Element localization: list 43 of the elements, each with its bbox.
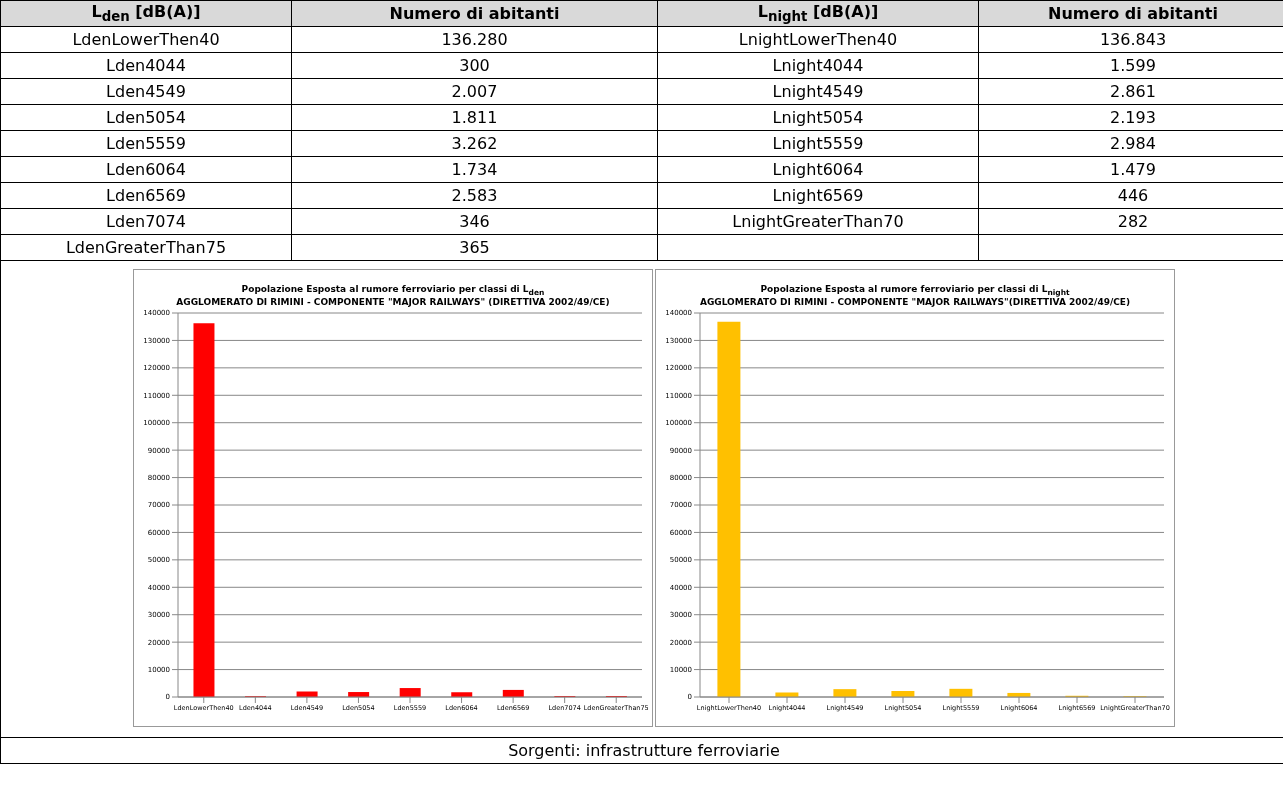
- text: 2.583: [291, 182, 658, 209]
- text: LdenLowerThen40: [0, 26, 292, 53]
- text: 1.734: [291, 156, 658, 183]
- text: Lnight4044: [657, 52, 979, 79]
- text: Numero di abitanti: [978, 0, 1283, 27]
- text: Sorgenti: infrastrutture ferroviarie: [0, 737, 1283, 764]
- text: L$_{den}$ [dB(A)]: [0, 0, 292, 27]
- text: Lden6569: [0, 182, 292, 209]
- text: LnightGreaterThan70: [657, 208, 979, 235]
- text: Lden7074: [0, 208, 292, 235]
- text: Lden6064: [0, 156, 292, 183]
- text: Lnight6569: [657, 182, 979, 209]
- text: 1.599: [978, 52, 1283, 79]
- text: 346: [291, 208, 658, 235]
- text: Lnight4549: [657, 78, 979, 105]
- text: 1.479: [978, 156, 1283, 183]
- text: 2.984: [978, 130, 1283, 157]
- chart-title: Popolazione Esposta al rumore ferroviario per classi di L$_{night}$: [759, 284, 1071, 297]
- text: 2.193: [978, 104, 1283, 131]
- text: 2.861: [978, 78, 1283, 105]
- text: Lden5054: [0, 104, 292, 131]
- text: Lnight5054: [657, 104, 979, 131]
- chart-subtitle: AGGLOMERATO DI RIMINI - COMPONENTE "MAJOR RAILWAYS"(DIRETTIVA 2002/49/CE): [698, 296, 1132, 307]
- text: 282: [978, 208, 1283, 235]
- text: Lnight6064: [657, 156, 979, 183]
- text: 446: [978, 182, 1283, 209]
- text: 136.843: [978, 26, 1283, 53]
- text: Lnight5559: [657, 130, 979, 157]
- chart-subtitle: AGGLOMERATO DI RIMINI - COMPONENTE "MAJOR RAILWAYS" (DIRETTIVA 2002/49/CE): [175, 296, 611, 307]
- text: Lden4549: [0, 78, 292, 105]
- text: 1.811: [291, 104, 658, 131]
- text: L$_{night}$ [dB(A)]: [657, 0, 979, 27]
- chart-title: Popolazione Esposta al rumore ferroviario per classi di L$_{den}$: [240, 284, 546, 297]
- text: 2.007: [291, 78, 658, 105]
- text: 300: [291, 52, 658, 79]
- text: Lden5559: [0, 130, 292, 157]
- text: 365: [291, 234, 658, 261]
- text: 136.280: [291, 26, 658, 53]
- text: 3.262: [291, 130, 658, 157]
- text: LdenGreaterThan75: [0, 234, 292, 261]
- text: Lden4044: [0, 52, 292, 79]
- text: LnightLowerThen40: [657, 26, 979, 53]
- text: Numero di abitanti: [291, 0, 658, 27]
